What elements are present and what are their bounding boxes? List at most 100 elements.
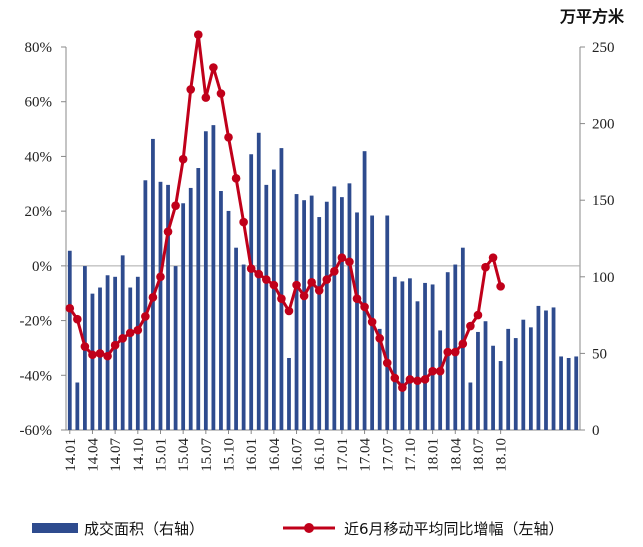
line-point bbox=[450, 347, 460, 357]
bar bbox=[347, 183, 352, 430]
bar bbox=[400, 281, 405, 430]
x-tick-label: 18.04 bbox=[448, 438, 464, 472]
line-point bbox=[428, 366, 437, 376]
line-point bbox=[73, 314, 82, 324]
line-point bbox=[375, 334, 384, 343]
bar bbox=[483, 321, 488, 430]
bar bbox=[75, 382, 80, 430]
line-point bbox=[496, 282, 505, 291]
right-tick-label: 100 bbox=[592, 270, 615, 286]
bar bbox=[385, 215, 390, 430]
x-tick-label: 17.10 bbox=[403, 438, 419, 472]
bar bbox=[551, 307, 556, 430]
bar bbox=[544, 310, 548, 430]
line-point bbox=[337, 253, 347, 262]
line-point bbox=[398, 383, 407, 392]
x-tick-label: 18.10 bbox=[494, 438, 510, 472]
line-series bbox=[65, 30, 505, 392]
bar bbox=[324, 201, 329, 430]
line-point bbox=[133, 325, 143, 335]
line-point bbox=[80, 342, 90, 351]
line-point bbox=[246, 264, 256, 273]
line-point bbox=[125, 328, 135, 338]
line-point bbox=[314, 286, 324, 295]
x-tick-label: 16.04 bbox=[267, 438, 283, 472]
line-point bbox=[209, 63, 218, 72]
line-point bbox=[345, 257, 354, 267]
bar bbox=[151, 138, 155, 431]
line-point bbox=[458, 339, 468, 349]
left-tick-label: -40% bbox=[20, 368, 53, 384]
line-point bbox=[186, 85, 196, 94]
bar bbox=[513, 338, 518, 430]
left-tick-label: 40% bbox=[25, 149, 53, 165]
line-point bbox=[118, 334, 127, 343]
bar bbox=[536, 305, 541, 430]
bar bbox=[98, 287, 102, 430]
line-point bbox=[201, 93, 211, 102]
bar bbox=[377, 328, 382, 430]
line-point bbox=[269, 280, 279, 290]
x-tick-label: 14.01 bbox=[63, 438, 79, 472]
bar bbox=[279, 148, 284, 430]
line-point bbox=[224, 132, 233, 142]
bar bbox=[166, 184, 170, 430]
bar bbox=[392, 276, 397, 430]
bar bbox=[120, 255, 125, 430]
line-point bbox=[352, 294, 362, 303]
line-point bbox=[413, 376, 422, 386]
bar bbox=[128, 287, 133, 430]
line-point bbox=[239, 217, 248, 227]
tick-labels: 80% 60% 40% 20% 0% -20% -40% -60% 250 200 150 100 50… bbox=[20, 40, 615, 472]
line-point bbox=[156, 272, 165, 282]
legend: 成交面积（右轴） 近6月移动平均同比增幅（左轴） bbox=[32, 520, 564, 538]
line-point bbox=[178, 154, 188, 164]
moving-average-line bbox=[68, 33, 503, 390]
bar bbox=[355, 212, 359, 430]
right-tick-label: 0 bbox=[592, 423, 600, 439]
left-tick-label: 20% bbox=[25, 204, 53, 220]
line-point bbox=[95, 349, 105, 358]
line-point bbox=[405, 375, 415, 384]
x-tick-label: 15.07 bbox=[199, 438, 215, 472]
bar bbox=[173, 266, 178, 430]
line-point bbox=[284, 306, 294, 316]
right-tick-label: 200 bbox=[592, 117, 615, 133]
legend-bar-swatch bbox=[32, 523, 78, 533]
bar bbox=[476, 331, 480, 430]
bar bbox=[453, 264, 458, 430]
legend-line-label: 近6月移动平均同比增幅（左轴） bbox=[344, 520, 564, 538]
bar bbox=[309, 195, 314, 430]
x-tick-label: 16.07 bbox=[290, 438, 306, 472]
bar bbox=[423, 282, 427, 430]
legend-bar-label: 成交面积（右轴） bbox=[84, 520, 204, 538]
bar bbox=[332, 186, 337, 430]
bar bbox=[521, 319, 526, 430]
x-tick-label: 17.07 bbox=[380, 438, 396, 472]
x-tick-label: 16.10 bbox=[312, 438, 328, 472]
bar bbox=[362, 151, 367, 430]
line-point bbox=[299, 291, 309, 301]
line-point bbox=[148, 293, 158, 302]
x-tick-label: 14.07 bbox=[108, 438, 124, 472]
bar bbox=[430, 284, 435, 430]
x-tick-label: 15.04 bbox=[176, 438, 192, 472]
line-point bbox=[473, 310, 483, 320]
bar bbox=[90, 293, 95, 430]
x-tick-label: 18.07 bbox=[471, 438, 487, 472]
x-tick-label: 16.01 bbox=[244, 438, 260, 472]
bar bbox=[158, 181, 163, 430]
line-point bbox=[65, 303, 75, 313]
bar bbox=[241, 264, 246, 430]
line-point bbox=[231, 174, 241, 183]
bar bbox=[408, 278, 412, 430]
x-tick-label: 14.10 bbox=[131, 438, 147, 472]
bar bbox=[415, 301, 420, 430]
bar bbox=[566, 357, 571, 430]
right-tick-label: 150 bbox=[592, 193, 615, 209]
line-point bbox=[420, 375, 430, 384]
bar bbox=[135, 276, 140, 430]
bar bbox=[264, 184, 269, 430]
bar bbox=[181, 203, 186, 430]
